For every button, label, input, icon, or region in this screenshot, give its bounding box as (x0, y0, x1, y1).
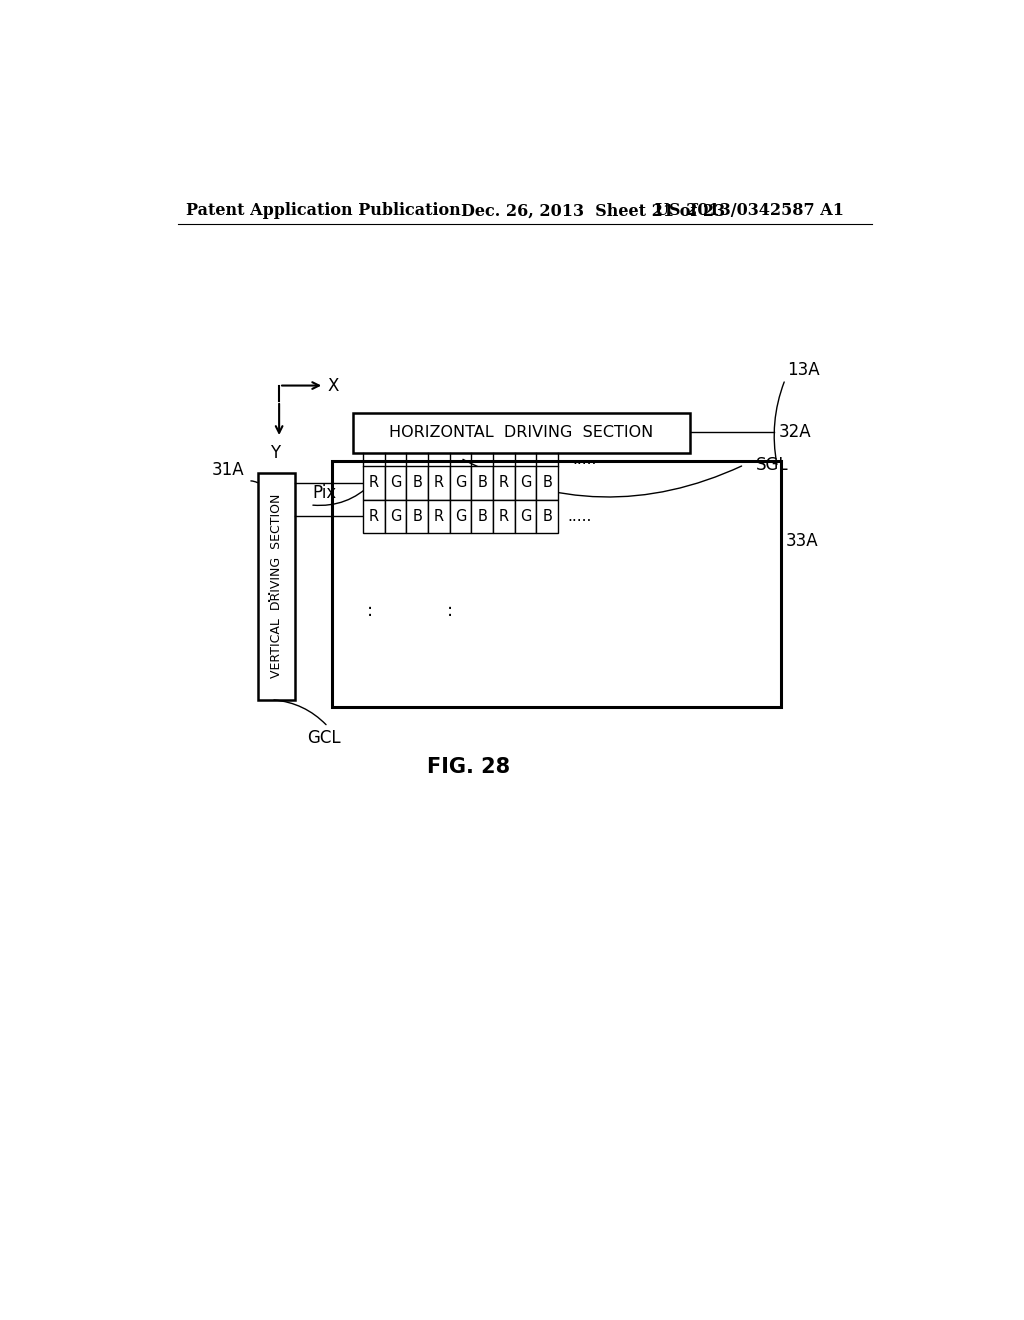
Text: R: R (369, 475, 379, 491)
Text: B: B (412, 508, 422, 524)
Bar (450, 499, 471, 533)
Bar (537, 499, 558, 533)
Bar (362, 466, 385, 499)
Text: FIG. 28: FIG. 28 (427, 756, 511, 776)
Text: B: B (412, 475, 422, 491)
Text: B: B (543, 475, 552, 491)
Bar (515, 499, 537, 533)
Text: G: G (455, 508, 466, 524)
Text: Pix: Pix (312, 484, 337, 503)
Text: X: X (328, 376, 339, 395)
Text: :: : (367, 602, 373, 620)
Text: R: R (434, 475, 443, 491)
Text: B: B (477, 475, 487, 491)
Bar (450, 466, 471, 499)
Bar (471, 466, 493, 499)
Text: G: G (520, 475, 531, 491)
Bar (258, 473, 295, 700)
Bar (352, 413, 690, 453)
Text: GCL: GCL (307, 729, 341, 747)
Bar (515, 466, 537, 499)
Text: Y: Y (270, 444, 281, 462)
Text: Patent Application Publication: Patent Application Publication (186, 202, 461, 219)
Text: R: R (369, 508, 379, 524)
Text: 33A: 33A (786, 532, 818, 550)
Text: 31A: 31A (212, 461, 245, 479)
Text: R: R (499, 508, 509, 524)
Text: B: B (477, 508, 487, 524)
Bar (493, 499, 515, 533)
Text: G: G (390, 475, 401, 491)
Text: VERTICAL  DRIVING  SECTION: VERTICAL DRIVING SECTION (270, 494, 284, 678)
Bar (407, 499, 428, 533)
Bar (385, 499, 407, 533)
Text: .....: ..... (572, 451, 596, 467)
Text: .....: ..... (567, 508, 592, 524)
Bar (428, 466, 450, 499)
Text: HORIZONTAL  DRIVING  SECTION: HORIZONTAL DRIVING SECTION (389, 425, 653, 440)
Bar (407, 466, 428, 499)
Bar (537, 466, 558, 499)
Text: SGL: SGL (756, 455, 788, 474)
Text: R: R (434, 508, 443, 524)
Bar (362, 499, 385, 533)
Bar (332, 461, 781, 708)
Text: G: G (455, 475, 466, 491)
Text: B: B (543, 508, 552, 524)
Text: 13A: 13A (786, 362, 819, 379)
Text: :: : (266, 589, 272, 606)
Text: 32A: 32A (779, 422, 812, 441)
Bar (471, 499, 493, 533)
Text: US 2013/0342587 A1: US 2013/0342587 A1 (655, 202, 844, 219)
Text: G: G (390, 508, 401, 524)
Bar (493, 466, 515, 499)
Bar (428, 499, 450, 533)
Text: :: : (446, 602, 453, 620)
Text: G: G (520, 508, 531, 524)
Bar (385, 466, 407, 499)
Text: R: R (499, 475, 509, 491)
Text: Dec. 26, 2013  Sheet 21 of 23: Dec. 26, 2013 Sheet 21 of 23 (461, 202, 725, 219)
